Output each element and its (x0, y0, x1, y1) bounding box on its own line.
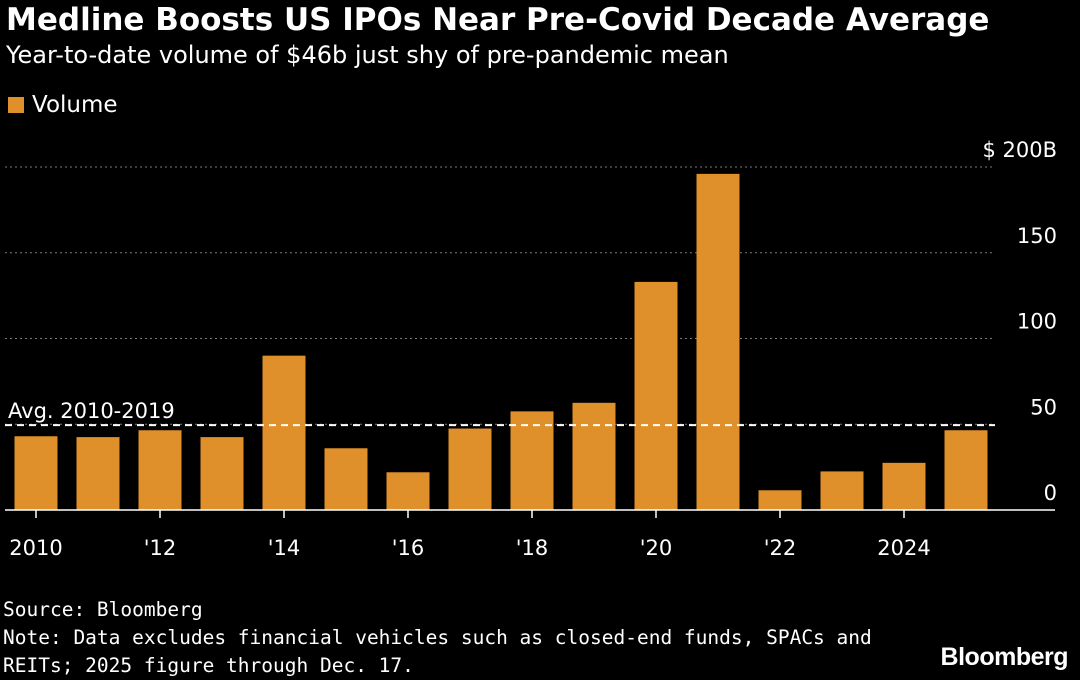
footer: Source: Bloomberg Note: Data excludes fi… (3, 596, 872, 680)
bar (510, 411, 554, 510)
x-tick-label: '12 (144, 536, 177, 560)
y-tick-label: 100 (1017, 310, 1057, 334)
average-line-label: Avg. 2010-2019 (8, 399, 175, 423)
bar (696, 173, 740, 511)
bar (262, 355, 306, 510)
bar (820, 471, 864, 510)
chart-subtitle: Year-to-date volume of $46b just shy of … (6, 41, 729, 69)
bar (324, 448, 368, 510)
bar (634, 281, 678, 510)
bar (448, 428, 492, 510)
legend-label: Volume (32, 92, 118, 118)
x-tick-label: '14 (268, 536, 301, 560)
bar (76, 437, 120, 510)
data-note-line2: REITs; 2025 figure through Dec. 17. (3, 654, 414, 677)
bar-chart: 0 50 100 150 $ 200B Avg. 2010-2019 2010 '12 '14 '… (5, 138, 1057, 560)
bar (14, 436, 58, 510)
x-tick-label: '16 (392, 536, 425, 560)
chart-title: Medline Boosts US IPOs Near Pre-Covid De… (6, 2, 990, 38)
bar (944, 430, 988, 510)
x-tick-label: '18 (516, 536, 549, 560)
legend-swatch (8, 97, 24, 113)
bar (572, 402, 616, 510)
bar (138, 430, 182, 510)
bar (882, 462, 926, 510)
y-tick-label: $ 200B (982, 138, 1057, 162)
y-tick-label: 150 (1017, 224, 1057, 248)
source-note: Source: Bloomberg (3, 598, 203, 621)
x-tick-label: 2024 (877, 536, 930, 560)
bar (386, 472, 430, 510)
bar (200, 437, 244, 510)
bar (758, 490, 802, 510)
bloomberg-logo: Bloomberg (940, 643, 1069, 671)
data-note-line1: Note: Data excludes financial vehicles s… (3, 626, 872, 649)
x-tick-label: 2010 (9, 536, 62, 560)
x-tick-label: '20 (640, 536, 673, 560)
x-tick-label: '22 (764, 536, 797, 560)
y-tick-label: 0 (1044, 481, 1057, 505)
legend: Volume (8, 92, 118, 118)
y-tick-label: 50 (1030, 395, 1057, 419)
